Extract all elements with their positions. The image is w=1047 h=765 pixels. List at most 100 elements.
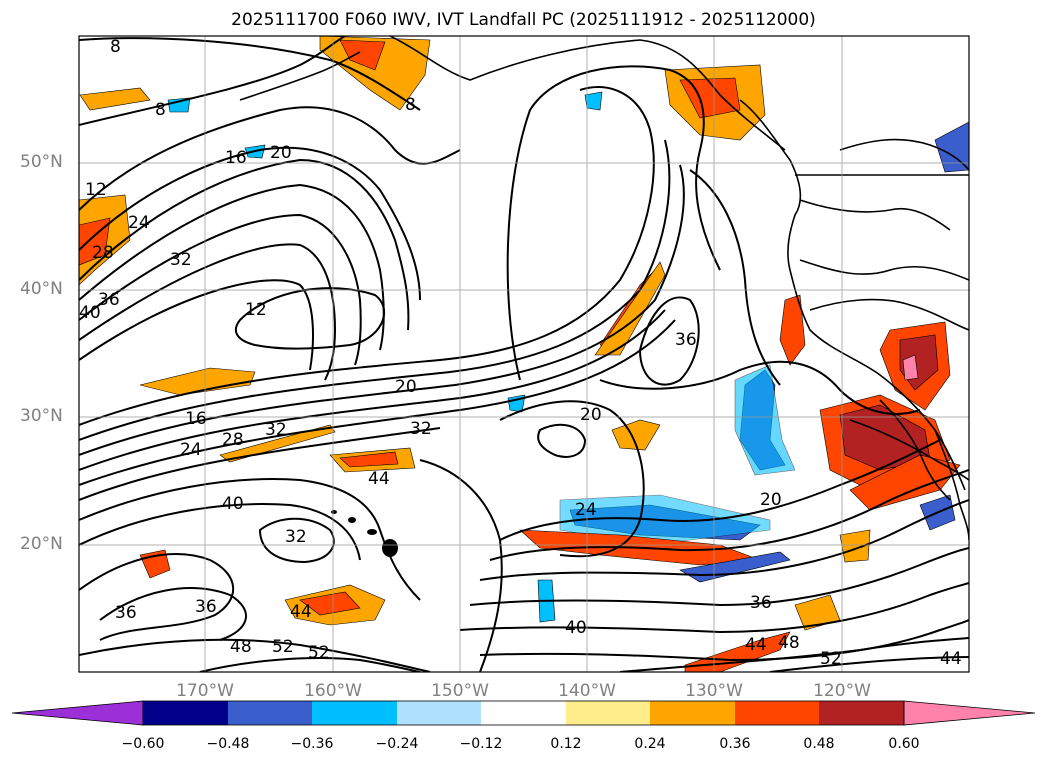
contour-label: 36 bbox=[98, 290, 120, 310]
shade-aleutian-core bbox=[339, 39, 386, 71]
hawaii-big-island bbox=[382, 539, 398, 557]
colorbar-segment bbox=[819, 701, 904, 725]
contour-label: 36 bbox=[675, 330, 697, 350]
contour-label: 28 bbox=[92, 243, 114, 263]
shade-south-patch-core bbox=[299, 591, 361, 616]
contour-24-south bbox=[499, 439, 941, 541]
map-frame bbox=[78, 35, 970, 673]
shade-mid-strip bbox=[139, 367, 256, 396]
contour-24-arc bbox=[79, 183, 385, 351]
contour-label: 24 bbox=[128, 213, 150, 233]
contour-label: 32 bbox=[265, 420, 287, 440]
contour-north-loop bbox=[506, 65, 721, 381]
colorbar bbox=[11, 700, 1036, 726]
contour-20-loop bbox=[79, 158, 410, 331]
contour-label: 44 bbox=[368, 469, 390, 489]
contour-label: 28 bbox=[222, 430, 244, 450]
colorbar-segment bbox=[397, 701, 481, 725]
contour-label: 44 bbox=[940, 649, 962, 669]
hawaii-islands bbox=[331, 510, 398, 557]
longitude-label: 170°W bbox=[176, 681, 234, 701]
latitude-label: 50°N bbox=[20, 152, 63, 172]
shade-nw-strip bbox=[79, 87, 151, 111]
colorbar-tick-label: −0.48 bbox=[206, 736, 250, 752]
contour-label: 52 bbox=[272, 637, 294, 657]
contour-hawaii-40 bbox=[79, 478, 421, 601]
contour-label: 8 bbox=[405, 95, 416, 115]
contour-16-loop bbox=[79, 146, 421, 301]
contour-label: 36 bbox=[115, 603, 137, 623]
contour-label: 20 bbox=[270, 143, 292, 163]
colorbar-segment bbox=[312, 701, 397, 725]
contour-label: 48 bbox=[230, 637, 252, 657]
colorbar-segment bbox=[228, 701, 312, 725]
contour-36-sw bbox=[79, 553, 235, 641]
contour-label: 44 bbox=[745, 635, 767, 655]
iwv-contours bbox=[79, 36, 969, 672]
coast-inland-3 bbox=[839, 138, 969, 171]
hawaii-oahu bbox=[348, 517, 356, 523]
longitude-label: 140°W bbox=[558, 681, 616, 701]
colorbar-segment bbox=[143, 701, 228, 725]
shade-norcal-peak bbox=[902, 354, 919, 381]
shade-small-orange-1 bbox=[611, 419, 661, 451]
contour-label: 8 bbox=[155, 100, 166, 120]
colorbar-tick-label: 0.60 bbox=[888, 736, 920, 752]
coast-baja bbox=[934, 429, 969, 541]
longitude-label: 160°W bbox=[304, 681, 362, 701]
coast-inland-4 bbox=[809, 298, 969, 331]
colorbar-extend-high bbox=[903, 700, 1036, 726]
map-content: 8 8 8 12 12 16 16 20 20 20 20 24 24 24 2… bbox=[79, 36, 969, 672]
coast-inland-1 bbox=[799, 199, 951, 231]
contour-label: 32 bbox=[170, 250, 192, 270]
contour-8-upper bbox=[79, 36, 346, 126]
contour-label: 40 bbox=[565, 618, 587, 638]
coast-west-us bbox=[789, 269, 966, 491]
contour-label: 12 bbox=[245, 300, 267, 320]
shade-bc-blue bbox=[934, 121, 969, 173]
colorbar-tick-label: −0.24 bbox=[375, 736, 419, 752]
contour-hawaii-44 bbox=[79, 503, 361, 561]
latitude-label: 40°N bbox=[20, 279, 63, 299]
contour-ar-jet-2 bbox=[79, 139, 671, 441]
contour-36-arc bbox=[79, 279, 314, 371]
contour-8-north bbox=[79, 37, 421, 111]
graticule bbox=[79, 36, 969, 672]
colorbar-segment bbox=[735, 701, 819, 725]
colorbar-tick-label: 0.48 bbox=[803, 736, 835, 752]
contour-20-east bbox=[599, 360, 921, 415]
hawaii-maui bbox=[367, 529, 377, 535]
contour-label: 52 bbox=[308, 643, 330, 663]
contour-label: 44 bbox=[290, 602, 312, 622]
shade-small-blue-1 bbox=[167, 97, 191, 113]
contour-label: 32 bbox=[410, 419, 432, 439]
colorbar-segment bbox=[481, 701, 566, 725]
contour-label: 8 bbox=[110, 37, 121, 57]
contour-48-sw bbox=[79, 638, 431, 672]
contour-label: 40 bbox=[79, 303, 101, 323]
shade-blue-offshore-edge bbox=[734, 364, 796, 476]
contour-ar-jet-1 bbox=[79, 85, 655, 426]
shade-hawaii-north-core bbox=[339, 451, 399, 468]
contour-label: 12 bbox=[85, 180, 107, 200]
shade-small-blue-2 bbox=[584, 91, 603, 111]
contour-36-sw-2 bbox=[99, 587, 247, 641]
contour-label: 36 bbox=[750, 593, 772, 613]
contour-labels: 8 8 8 12 12 16 16 20 20 20 20 24 24 24 2… bbox=[79, 37, 962, 669]
contour-28-south bbox=[489, 469, 969, 561]
colorbar-tick-label: −0.12 bbox=[459, 736, 503, 752]
contour-label: 20 bbox=[580, 405, 602, 425]
colorbar-tick-label: 0.24 bbox=[634, 736, 666, 752]
colorbar-tick-label: −0.60 bbox=[121, 736, 165, 752]
contour-ar-jet-3 bbox=[79, 164, 685, 456]
contour-mid-south-arc bbox=[419, 459, 503, 672]
coast-inland-5 bbox=[849, 419, 969, 481]
colorbar-tick-label: 0.12 bbox=[550, 736, 582, 752]
shade-lower-right-streak bbox=[684, 631, 791, 672]
map-background bbox=[79, 36, 969, 672]
longitude-label: 150°W bbox=[431, 681, 489, 701]
colorbar-frame bbox=[142, 700, 905, 726]
contour-36-east bbox=[638, 296, 700, 386]
map-title: 2025111700 F060 IWV, IVT Landfall PC (20… bbox=[231, 10, 816, 30]
